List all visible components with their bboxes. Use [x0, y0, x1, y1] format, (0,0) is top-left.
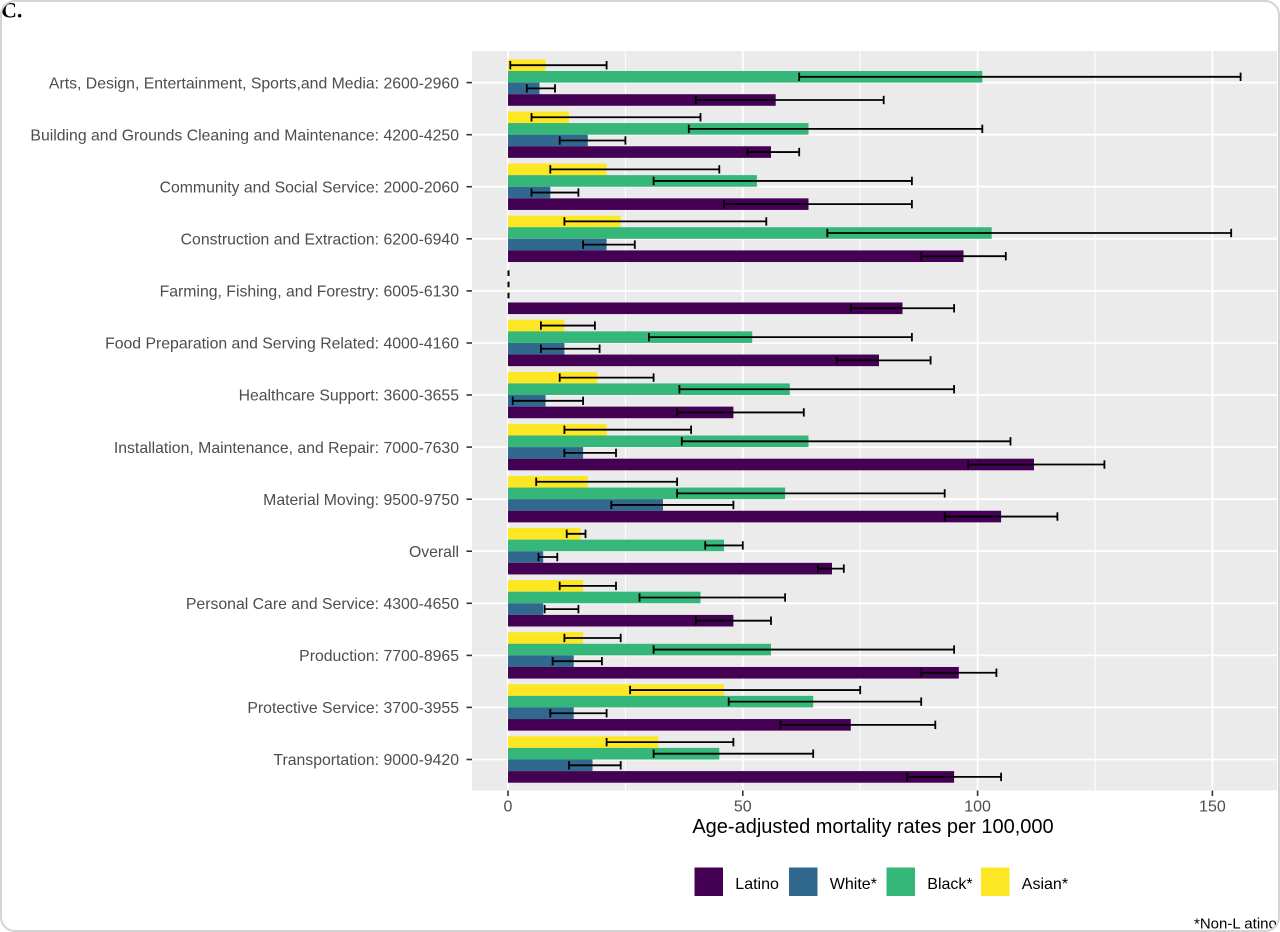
svg-text:C.: C. — [1, 0, 22, 23]
svg-text:50: 50 — [734, 799, 752, 816]
svg-text:White*: White* — [830, 876, 877, 893]
svg-text:100: 100 — [964, 799, 991, 816]
svg-text:Latino: Latino — [735, 876, 779, 893]
svg-text:Material Moving: 9500-9750: Material Moving: 9500-9750 — [263, 492, 459, 509]
svg-text:150: 150 — [1199, 799, 1226, 816]
svg-text:Community and Social Service:: Community and Social Service: 2000-2060 — [160, 179, 460, 196]
svg-text:*Non-L atino: *Non-L atino — [1194, 916, 1277, 932]
svg-text:Food Preparation and Serving R: Food Preparation and Serving Related: 40… — [105, 336, 459, 353]
svg-text:Age-adjusted mortality rates p: Age-adjusted mortality rates per 100,000 — [692, 816, 1053, 838]
svg-text:Protective Service: 3700-3955: Protective Service: 3700-3955 — [247, 700, 459, 717]
svg-text:Building and Grounds Cleaning: Building and Grounds Cleaning and Mainte… — [30, 127, 459, 144]
svg-text:Production: 7700-8965: Production: 7700-8965 — [299, 648, 459, 665]
svg-text:Overall: Overall — [409, 544, 459, 561]
svg-text:Installation, Maintenance, and: Installation, Maintenance, and Repair: 7… — [114, 440, 459, 457]
svg-text:Healthcare Support: 3600-3655: Healthcare Support: 3600-3655 — [239, 388, 460, 405]
svg-text:Transportation: 9000-9420: Transportation: 9000-9420 — [273, 752, 459, 769]
svg-text:Personal Care and Service: 430: Personal Care and Service: 4300-4650 — [186, 596, 459, 613]
svg-text:Farming, Fishing, and Forestry: Farming, Fishing, and Forestry: 6005-613… — [160, 284, 460, 301]
svg-text:Black*: Black* — [927, 876, 972, 893]
svg-text:Construction and Extraction: 6: Construction and Extraction: 6200-6940 — [181, 232, 460, 249]
svg-text:0: 0 — [504, 799, 513, 816]
svg-text:Arts, Design, Entertainment, S: Arts, Design, Entertainment, Sports,and … — [49, 75, 459, 92]
svg-text:Asian*: Asian* — [1022, 876, 1068, 893]
